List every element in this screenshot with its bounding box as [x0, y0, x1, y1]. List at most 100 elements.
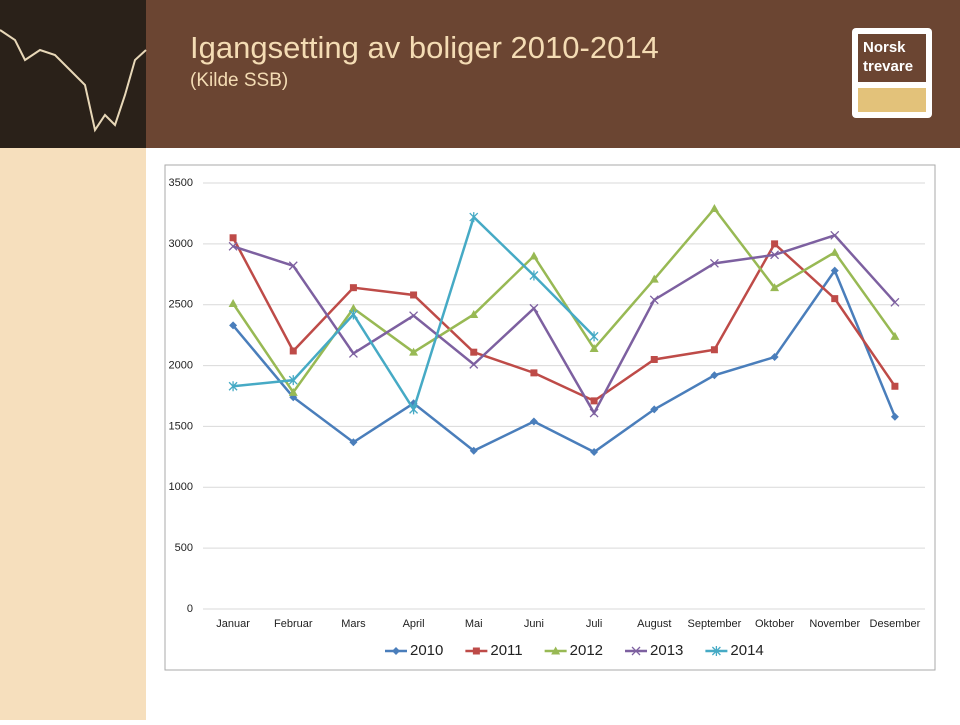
data-point [890, 331, 900, 340]
data-point [649, 295, 659, 305]
y-tick-label: 3000 [169, 238, 193, 250]
data-point [830, 266, 839, 275]
data-point [529, 251, 539, 260]
logo-inner [858, 34, 926, 82]
data-point [529, 417, 538, 426]
x-tick-label: Juni [524, 618, 544, 630]
data-point [529, 303, 539, 313]
data-point [229, 234, 237, 242]
data-point [288, 375, 298, 386]
data-point [770, 353, 779, 362]
legend-marker [551, 646, 561, 655]
data-point [469, 212, 479, 223]
series-line [232, 206, 896, 395]
data-point [890, 297, 900, 307]
series-line [231, 237, 896, 403]
data-point [409, 311, 419, 321]
x-tick-label: Desember [870, 618, 921, 630]
data-point [348, 309, 358, 320]
data-point [469, 359, 479, 369]
data-point [589, 408, 599, 418]
data-point [589, 344, 599, 353]
data-point [470, 348, 478, 356]
legend-label: 2011 [490, 642, 522, 659]
data-point [349, 438, 358, 447]
x-tick-label: April [403, 618, 425, 630]
legend-marker [631, 646, 641, 656]
y-tick-label: 0 [187, 603, 193, 615]
x-tick-label: Februar [274, 618, 313, 630]
logo-text: Norsk [863, 39, 906, 56]
data-point [770, 283, 780, 292]
data-point [830, 230, 840, 240]
y-tick-label: 2500 [169, 299, 193, 311]
legend-marker [472, 647, 480, 655]
logo-wood [858, 88, 926, 112]
legend-label: 2014 [730, 642, 763, 659]
data-point [590, 397, 598, 405]
data-point [228, 381, 238, 392]
data-point [409, 404, 419, 415]
x-tick-label: August [637, 618, 671, 630]
y-tick-label: 1000 [169, 481, 193, 493]
data-point [349, 284, 357, 292]
data-point [890, 412, 899, 421]
x-tick-label: September [688, 618, 742, 630]
chart-area [164, 164, 936, 671]
legend-marker [392, 647, 400, 655]
data-point [288, 387, 298, 396]
data-point [649, 274, 659, 283]
series-line [232, 268, 897, 454]
data-point [771, 240, 779, 248]
data-point [709, 204, 719, 213]
data-point [289, 347, 297, 355]
data-point [590, 447, 599, 456]
series-line [232, 233, 896, 416]
x-tick-label: Juli [586, 618, 603, 630]
data-point [650, 355, 658, 363]
data-point [709, 258, 719, 268]
data-point [530, 369, 538, 377]
x-tick-label: Januar [216, 618, 250, 630]
data-point [830, 247, 840, 256]
data-point [891, 382, 899, 390]
data-point [228, 241, 238, 251]
y-tick-label: 3500 [169, 177, 193, 189]
data-point [710, 346, 718, 354]
slide-title: Igangsetting av boliger 2010-2014 [190, 30, 659, 65]
data-point [348, 303, 358, 312]
slide-subtitle: (Kilde SSB) [190, 70, 288, 91]
y-tick-label: 500 [175, 542, 193, 554]
data-point [710, 371, 719, 380]
data-point [228, 298, 238, 307]
y-tick-label: 1500 [169, 420, 193, 432]
data-point [469, 446, 478, 455]
logo-text: trevare [863, 58, 913, 75]
data-point [770, 250, 780, 260]
header-image-line [0, 29, 147, 133]
side-band [0, 148, 146, 720]
header-band [0, 0, 960, 148]
plot: 0 500 1000 1500 2000 2500 3000 3500 Januar Februa… [169, 177, 925, 659]
data-point [288, 261, 298, 271]
legend-label: 2010 [410, 642, 443, 659]
x-tick-label: Mars [341, 618, 366, 630]
data-point [348, 348, 358, 358]
data-point [589, 331, 599, 342]
data-point [469, 309, 479, 318]
legend-marker [711, 646, 721, 656]
data-point [409, 347, 419, 356]
legend-label: 2012 [570, 642, 603, 659]
x-tick-label: Oktober [755, 618, 794, 630]
data-point [529, 270, 539, 281]
x-tick-label: Mai [465, 618, 483, 630]
data-point [229, 321, 238, 330]
x-tick-label: November [809, 618, 860, 630]
y-tick-label: 2000 [169, 359, 193, 371]
data-point [831, 295, 839, 303]
data-point [410, 291, 418, 299]
legend-label: 2013 [650, 642, 683, 659]
data-point [650, 405, 659, 414]
